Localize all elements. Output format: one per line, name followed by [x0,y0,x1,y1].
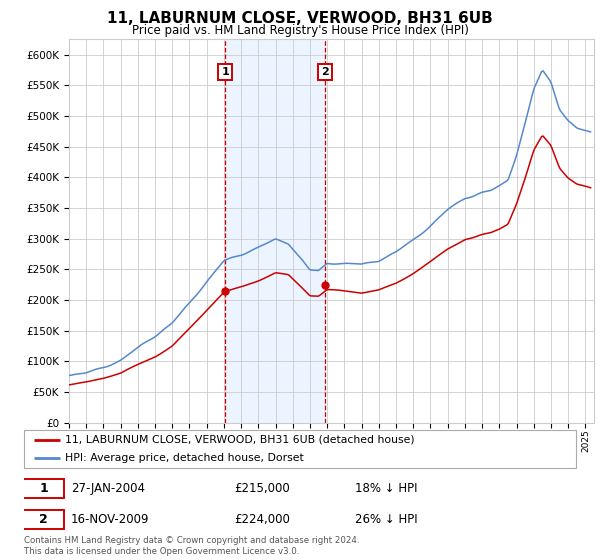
Text: 11, LABURNUM CLOSE, VERWOOD, BH31 6UB: 11, LABURNUM CLOSE, VERWOOD, BH31 6UB [107,11,493,26]
Text: £215,000: £215,000 [234,482,290,495]
Text: 27-JAN-2004: 27-JAN-2004 [71,482,145,495]
Text: 18% ↓ HPI: 18% ↓ HPI [355,482,418,495]
Text: 1: 1 [221,67,229,77]
FancyBboxPatch shape [23,479,64,498]
Text: £224,000: £224,000 [234,514,290,526]
Text: Contains HM Land Registry data © Crown copyright and database right 2024.
This d: Contains HM Land Registry data © Crown c… [24,536,359,556]
Text: 2: 2 [39,514,48,526]
Text: 1: 1 [39,482,48,495]
Text: 16-NOV-2009: 16-NOV-2009 [71,514,149,526]
Bar [225,39,325,423]
FancyBboxPatch shape [24,430,576,468]
FancyBboxPatch shape [23,510,64,530]
Text: Price paid vs. HM Land Registry's House Price Index (HPI): Price paid vs. HM Land Registry's House … [131,24,469,36]
Text: 2: 2 [321,67,329,77]
Text: 11, LABURNUM CLOSE, VERWOOD, BH31 6UB (detached house): 11, LABURNUM CLOSE, VERWOOD, BH31 6UB (d… [65,435,415,445]
Text: 26% ↓ HPI: 26% ↓ HPI [355,514,418,526]
Text: HPI: Average price, detached house, Dorset: HPI: Average price, detached house, Dors… [65,453,304,463]
